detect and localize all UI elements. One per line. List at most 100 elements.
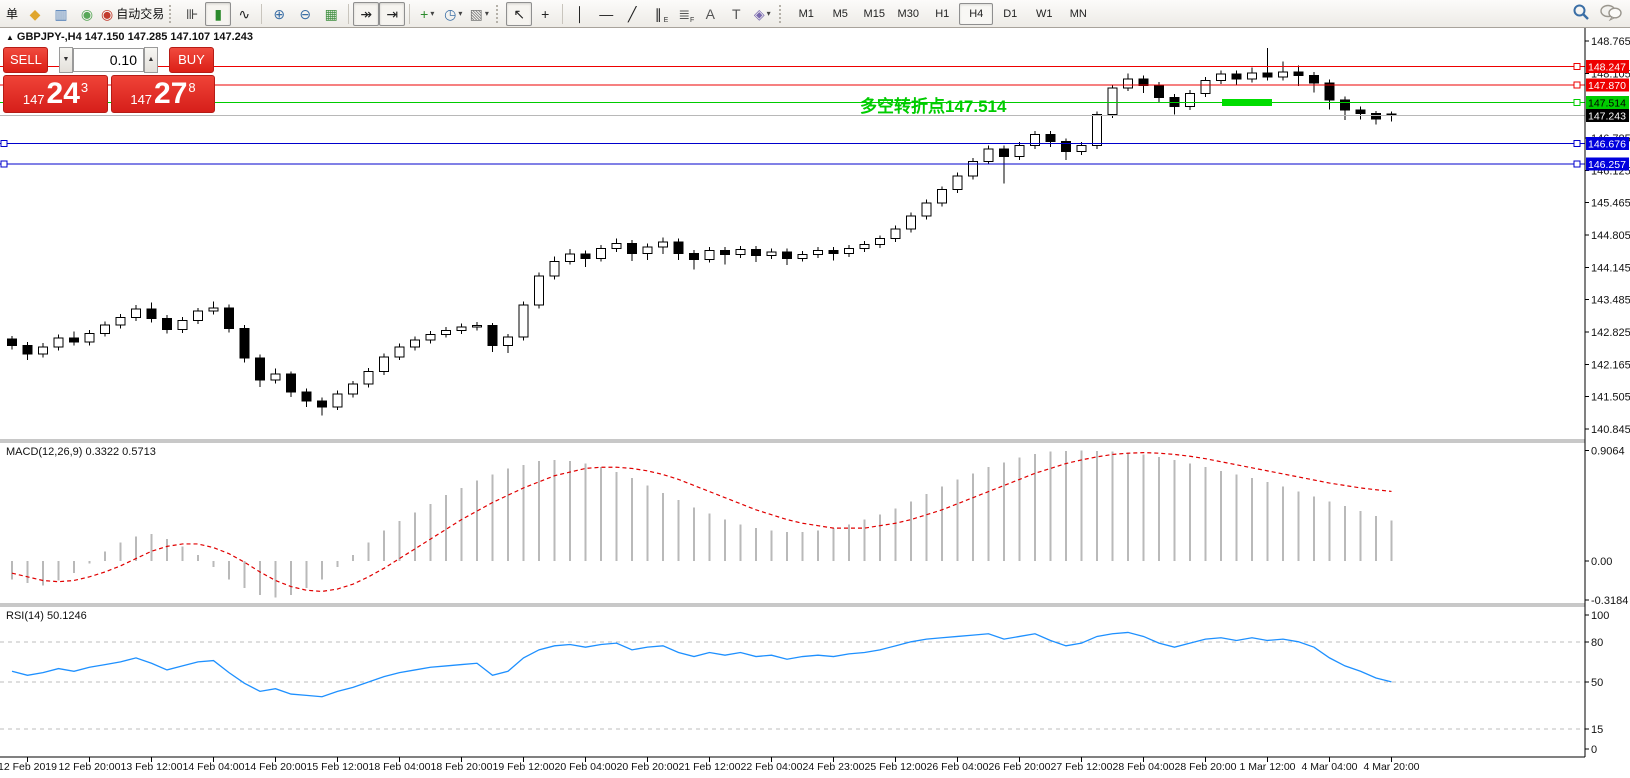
text-icon[interactable]: A xyxy=(697,2,723,26)
trendline-icon[interactable]: ╱ xyxy=(619,2,645,26)
candle-body xyxy=(1293,71,1304,77)
price-badge-label: 147.514 xyxy=(1588,97,1626,109)
sell-button[interactable]: SELL xyxy=(3,46,48,73)
search-icon[interactable] xyxy=(1572,3,1590,21)
cursor-icon[interactable]: ↖ xyxy=(506,1,533,26)
timeframe-m5[interactable]: M5 xyxy=(832,7,848,20)
candle-body xyxy=(828,249,839,254)
candle-body xyxy=(286,373,296,393)
dropdown-caret-icon[interactable]: ▾ xyxy=(458,9,463,18)
candle-body xyxy=(1247,72,1257,80)
bar-chart-icon[interactable]: ⊪ xyxy=(179,2,205,26)
price-badge xyxy=(1586,157,1629,171)
price-tick-label: 144.805 xyxy=(1591,230,1630,242)
dropdown-caret-icon[interactable]: ▾ xyxy=(430,9,435,18)
menu-text[interactable]: 单 xyxy=(6,7,19,21)
text-label-icon[interactable]: T xyxy=(723,2,749,26)
candle-body xyxy=(1154,84,1164,99)
time-label: 20 Feb 20:00 xyxy=(617,761,679,773)
new-order-icon[interactable]: ◆ xyxy=(22,2,48,26)
timeframe-m15[interactable]: M15 xyxy=(863,7,885,20)
volume-input[interactable] xyxy=(73,47,144,72)
candle-body xyxy=(921,202,932,217)
fibonacci-icon: ≣ xyxy=(678,5,691,22)
candle-body xyxy=(1216,73,1226,81)
dropdown-caret-icon[interactable]: ▾ xyxy=(484,9,489,18)
timeframe-m1[interactable]: M1 xyxy=(798,7,814,20)
candle-body xyxy=(22,345,33,355)
timeframe-m30[interactable]: M30 xyxy=(897,7,919,20)
price-tick-label: 145.465 xyxy=(1591,198,1630,210)
chat-icon[interactable] xyxy=(1600,3,1622,21)
tile-windows-icon[interactable]: ▦ xyxy=(318,2,344,26)
periods-icon[interactable]: ◷ ▾ xyxy=(440,2,466,26)
buy-button[interactable]: BUY xyxy=(169,46,214,73)
rsi-line xyxy=(11,631,1392,698)
time-label: 25 Feb 12:00 xyxy=(865,761,927,773)
candle-body xyxy=(177,320,188,330)
buy-price-display[interactable]: 147 27 8 xyxy=(111,75,215,113)
candle-body xyxy=(689,252,699,260)
candle-body xyxy=(1014,145,1025,157)
price-tick-label: 143.485 xyxy=(1591,295,1630,307)
fibonacci-icon[interactable]: ≣ F xyxy=(678,5,695,24)
vertical-line-icon[interactable]: │ xyxy=(567,2,593,26)
timeframe-h4[interactable]: H4 xyxy=(959,2,994,25)
price-tick-label: 144.145 xyxy=(1591,262,1630,274)
macd-axis-label: 0.9064 xyxy=(1591,446,1625,458)
candle-body xyxy=(472,324,482,328)
candle-body xyxy=(1278,71,1288,78)
timeframe-h1[interactable]: H1 xyxy=(935,7,950,20)
horizontal-line-icon: — xyxy=(599,5,614,22)
candle-body xyxy=(84,332,95,343)
volume-increase-button[interactable]: ▲ xyxy=(144,46,158,73)
time-label: 14 Feb 20:00 xyxy=(245,761,307,773)
macd-label: MACD(12,26,9) 0.3322 0.5713 xyxy=(6,446,156,458)
indicators-icon[interactable]: + ▾ xyxy=(414,2,440,26)
candle-body xyxy=(1123,78,1133,89)
timeframe-d1[interactable]: D1 xyxy=(1003,7,1018,20)
text-icon: A xyxy=(705,5,715,22)
horizontal-line-icon[interactable]: — xyxy=(593,2,619,26)
signals-icon: ◉ xyxy=(80,5,94,22)
signals-icon[interactable]: ◉ xyxy=(74,2,100,26)
zoom-in-icon: ⊕ xyxy=(273,5,286,22)
market-watch-icon[interactable]: ▥ xyxy=(48,2,74,26)
candle-body xyxy=(1061,141,1071,152)
autotrading-icon[interactable]: ◉ 自动交易 xyxy=(100,2,165,26)
highlight-segment xyxy=(1222,98,1272,106)
timeframe-w1[interactable]: W1 xyxy=(1036,7,1053,20)
chart-shift-icon[interactable]: ⇥ xyxy=(379,1,406,26)
crosshair-icon[interactable]: + xyxy=(532,2,558,26)
price-badge xyxy=(1586,78,1629,92)
candlestick-chart-icon: ▮ xyxy=(214,5,223,22)
volume-decrease-button[interactable]: ▼ xyxy=(59,46,73,73)
auto-scroll-icon[interactable]: ↠ xyxy=(353,1,380,26)
equidistant-channel-icon[interactable]: ∥ E xyxy=(654,5,669,24)
templates-icon[interactable]: ▧ ▾ xyxy=(466,2,492,26)
candle-body xyxy=(1030,133,1040,147)
candle-body xyxy=(797,253,808,259)
dropdown-caret-icon[interactable]: ▾ xyxy=(766,9,771,18)
candle-body xyxy=(146,308,157,320)
candle-body xyxy=(890,228,901,240)
zoom-out-icon[interactable]: ⊖ xyxy=(292,2,318,26)
candle-body xyxy=(69,337,79,343)
zoom-in-icon[interactable]: ⊕ xyxy=(266,2,292,26)
collapse-panel-icon[interactable]: ▲ xyxy=(6,33,14,42)
candle-body xyxy=(7,338,17,347)
candle-body xyxy=(38,346,48,355)
sell-price-display[interactable]: 147 24 3 xyxy=(3,75,108,113)
timeframe-mn[interactable]: MN xyxy=(1069,7,1087,20)
time-label: 12 Feb 2019 xyxy=(0,761,57,773)
new-order-icon: ◆ xyxy=(29,5,41,22)
price-tick-label: 142.165 xyxy=(1591,359,1630,371)
price-badge-label: 146.257 xyxy=(1588,159,1626,171)
line-chart-icon[interactable]: ∿ xyxy=(231,2,257,26)
rsi-label: RSI(14) 50.1246 xyxy=(6,610,87,622)
candlestick-chart-icon[interactable]: ▮ xyxy=(205,1,232,26)
arrows-icon[interactable]: ◈ ▾ xyxy=(749,2,775,26)
time-label: 27 Feb 12:00 xyxy=(1051,761,1113,773)
candle-body xyxy=(549,260,560,277)
